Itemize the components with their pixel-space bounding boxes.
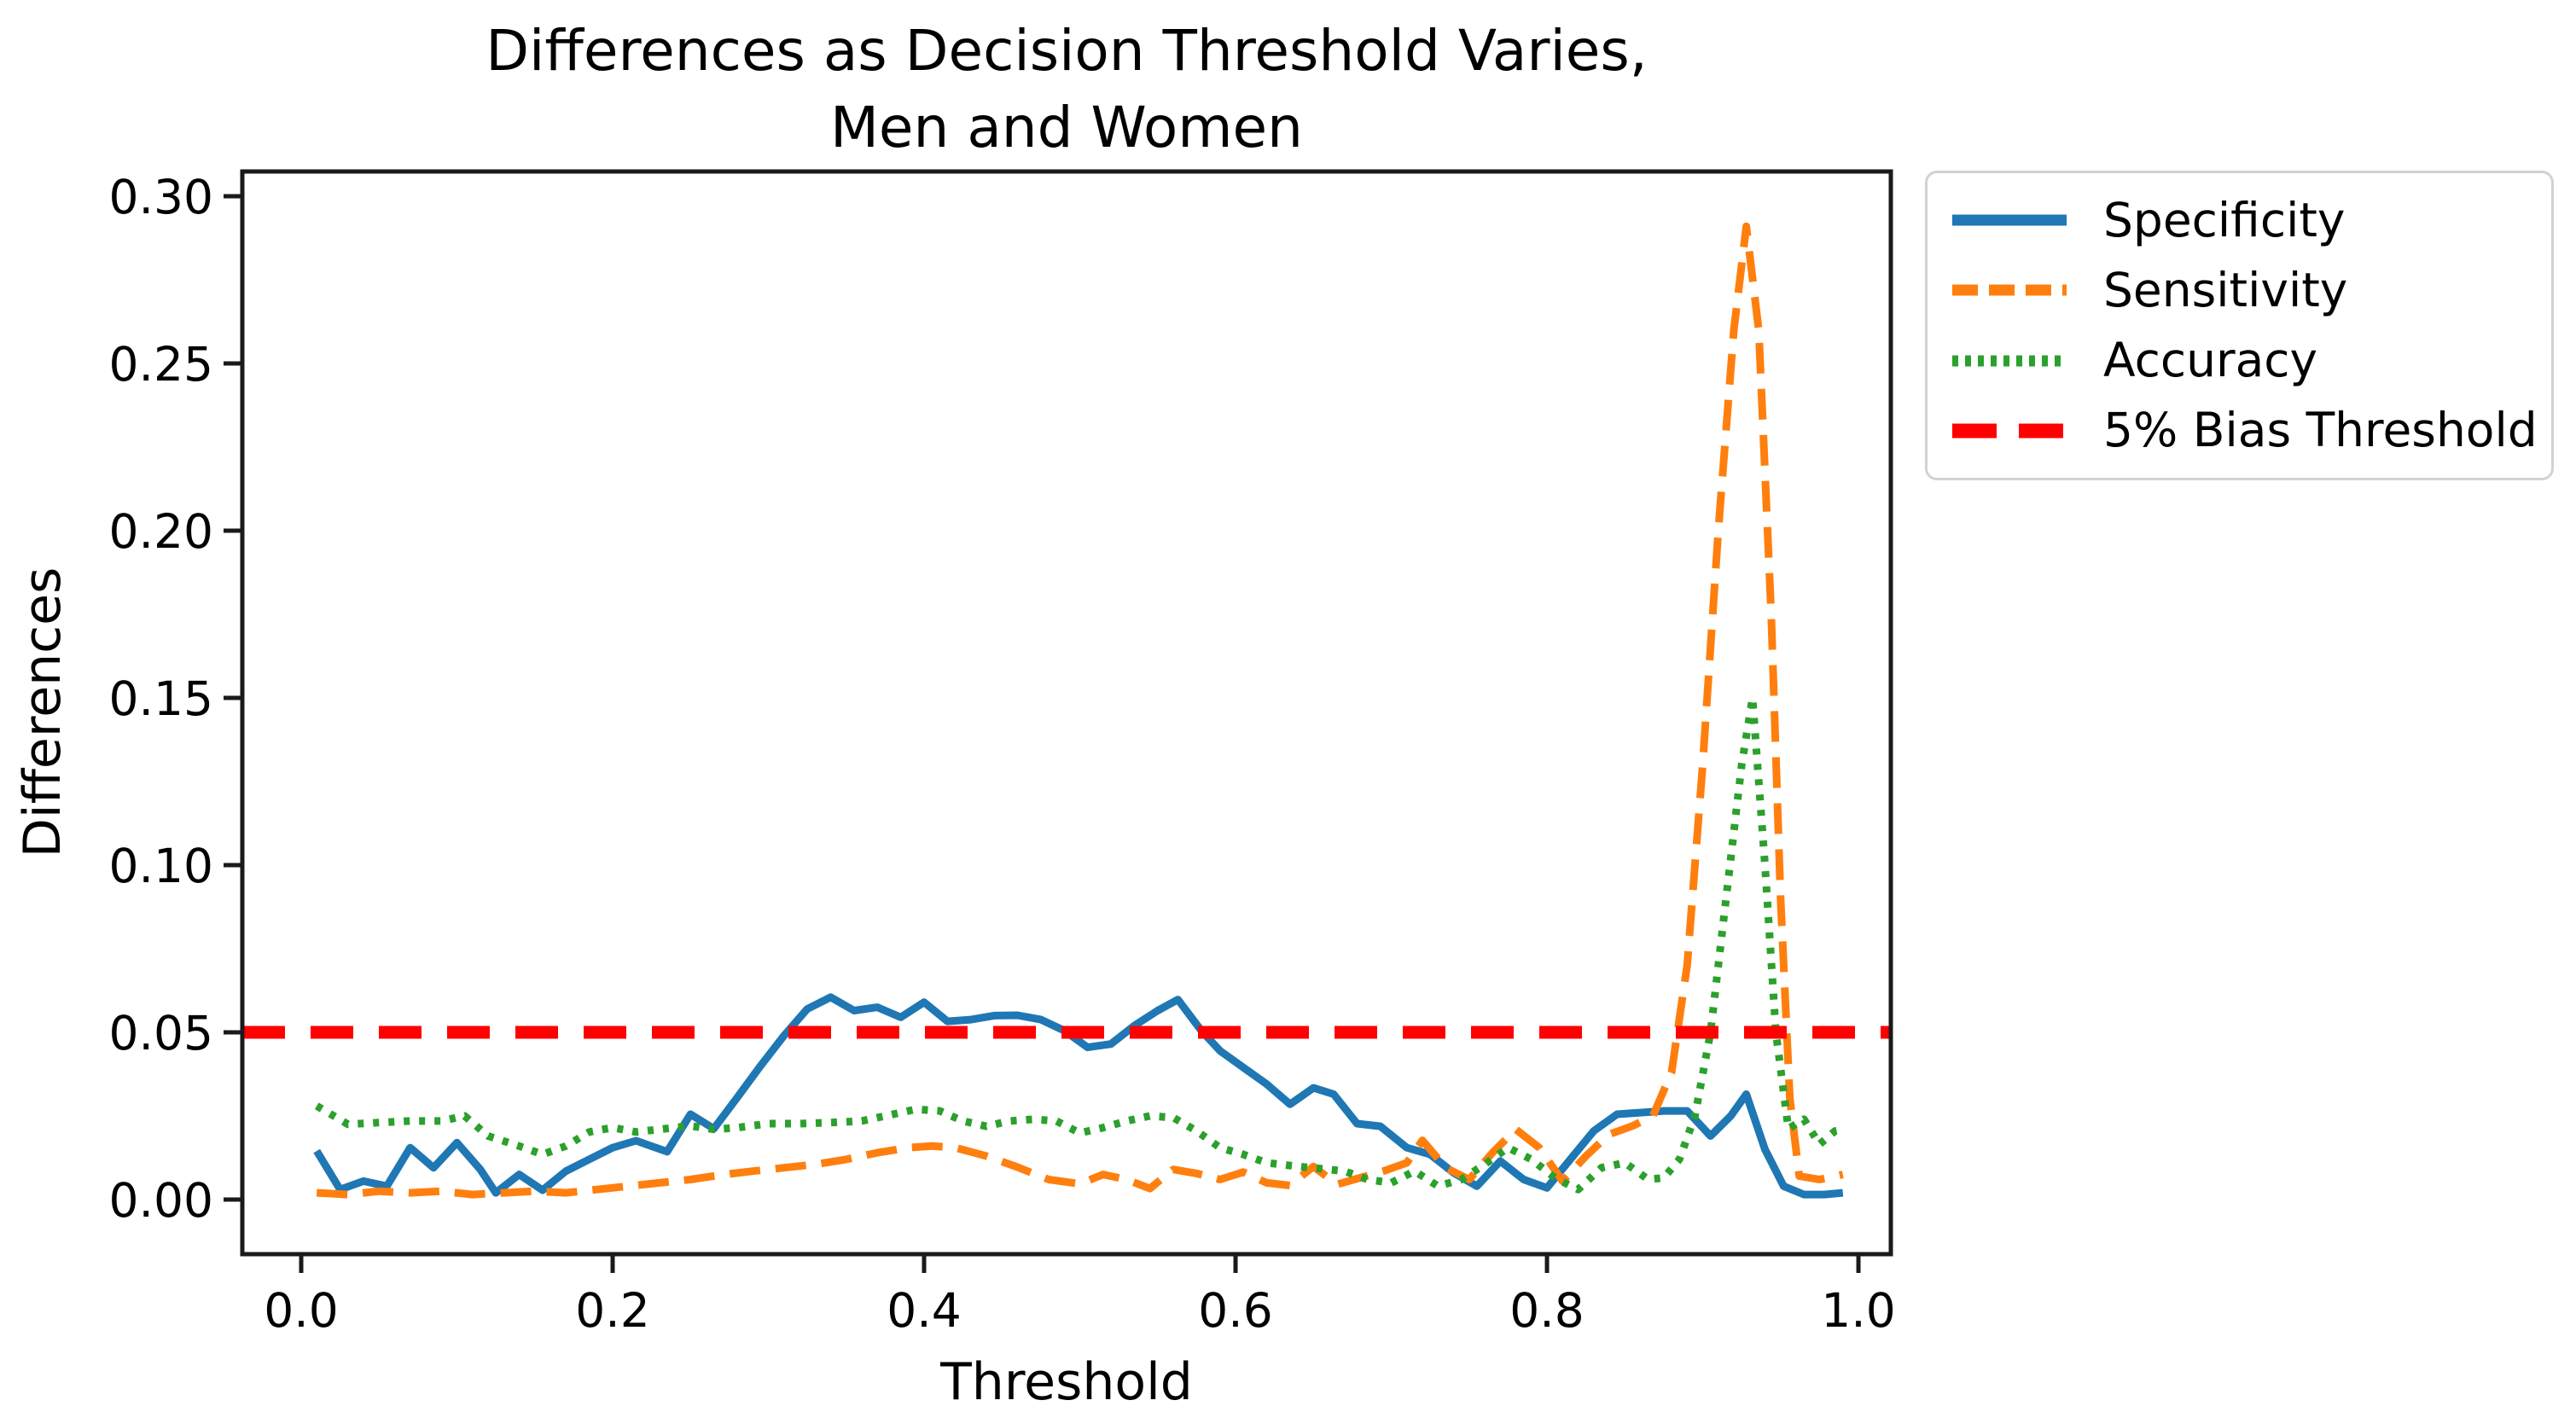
chart-title-line1: Differences as Decision Threshold Varies… [486,18,1648,84]
series-line-sensitivity [316,222,1844,1199]
y-tick-label: 0.25 [109,337,213,392]
x-axis-label: Threshold [939,1352,1193,1412]
series-line-specificity [313,993,1844,1199]
y-tick-label: 0.00 [109,1173,213,1228]
legend-item-specificity: Specificity [1950,192,2543,247]
x-tick-label: 0.2 [575,1283,649,1338]
legend-item-sensitivity: Sensitivity [1950,262,2543,317]
legend-item-bias-threshold: 5% Bias Threshold [1950,407,2543,454]
x-tick-label: 0.4 [887,1283,961,1338]
bias-threshold-line-swatch-icon [1952,423,2067,439]
y-tick-label: 0.15 [109,671,213,726]
y-tick-label: 0.05 [109,1006,213,1060]
specificity-line-swatch-icon [1952,214,2067,226]
legend: Specificity Sensitivity Accuracy 5% Bias… [1925,171,2554,480]
y-axis-label: Differences [13,567,73,858]
legend-label: Sensitivity [2103,262,2348,317]
legend-item-accuracy: Accuracy [1950,337,2543,384]
plot-frame [240,169,1893,1257]
x-tick-label: 0.0 [264,1283,338,1338]
legend-label: 5% Bias Threshold [2103,403,2538,458]
y-tick-label: 0.30 [109,170,213,224]
plot-series [242,222,1891,1199]
x-tick-label: 0.8 [1509,1283,1584,1338]
axis-ticks: 0.0 0.2 0.4 0.6 0.8 1.0 0.00 0.05 0.10 0.15 0.20 0.… [109,170,1896,1338]
legend-label: Specificity [2103,192,2346,247]
sensitivity-line-swatch-icon [1952,284,2067,296]
x-tick-label: 0.6 [1198,1283,1272,1338]
chart-title-line2: Men and Women [830,95,1303,160]
accuracy-line-swatch-icon [1952,355,2067,367]
x-tick-label: 1.0 [1821,1283,1895,1338]
y-tick-label: 0.20 [109,504,213,559]
y-tick-label: 0.10 [109,839,213,893]
legend-label: Accuracy [2103,333,2318,388]
